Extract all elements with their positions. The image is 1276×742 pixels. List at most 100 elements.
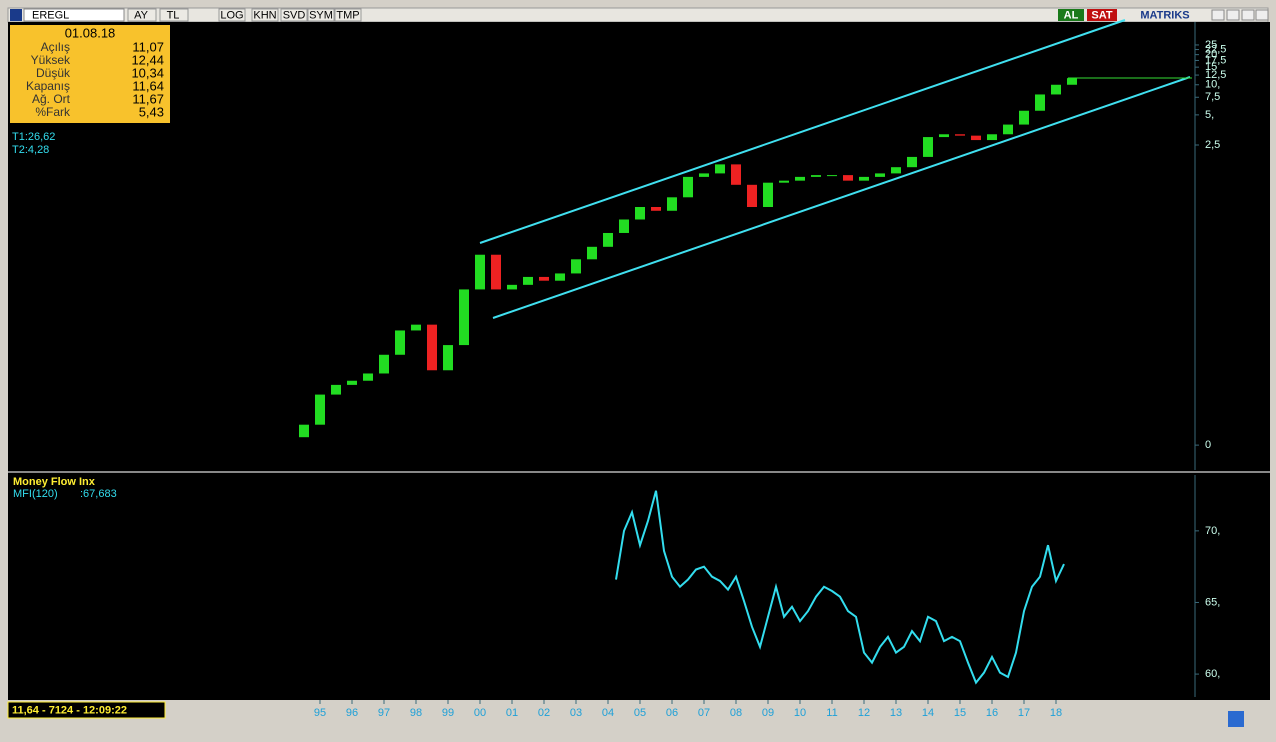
info-value: 11,64	[132, 78, 164, 93]
y-tick-label: 25	[1205, 39, 1217, 51]
sell-label: SAT	[1091, 9, 1112, 21]
toolbar-button[interactable]	[159, 8, 189, 22]
candle	[507, 284, 517, 290]
sell-button[interactable]	[1087, 9, 1117, 21]
x-tick-label: 96	[346, 707, 358, 719]
toolbar-button[interactable]	[251, 8, 279, 22]
candle	[971, 135, 981, 141]
x-tick-label: 05	[634, 707, 646, 719]
candle	[603, 232, 613, 247]
buy-button[interactable]	[1058, 9, 1084, 21]
candle	[891, 167, 901, 174]
buy-label: AL	[1064, 9, 1079, 21]
symbol: EREGL	[32, 9, 69, 21]
y-tick-label: 0	[1205, 439, 1211, 451]
x-tick-label: 15	[954, 707, 966, 719]
x-tick-label: 00	[474, 707, 486, 719]
x-tick-label: 12	[858, 707, 870, 719]
refresh-button[interactable]	[1228, 711, 1244, 727]
x-tick-label: 98	[410, 707, 422, 719]
candle	[907, 156, 917, 168]
candle	[843, 175, 853, 181]
candle	[859, 176, 869, 181]
candle	[1067, 78, 1077, 85]
y-tick-label: 60,	[1205, 668, 1220, 680]
info-label: Açılış	[41, 40, 70, 54]
info-value: 12,44	[131, 52, 164, 67]
candle	[587, 246, 597, 260]
candle	[635, 206, 645, 220]
x-tick-label: 16	[986, 707, 998, 719]
y-tick-label: 15	[1205, 61, 1217, 73]
y-tick-label: 2,5	[1205, 139, 1220, 151]
logo	[10, 9, 22, 21]
candle	[331, 384, 341, 395]
status: 11,64 - 7124 - 12:09:22	[12, 704, 127, 716]
candle	[795, 176, 805, 181]
candle	[347, 380, 357, 385]
info-label: Kapanış	[26, 79, 70, 93]
x-tick-label: 95	[314, 707, 326, 719]
candle	[955, 134, 965, 136]
info-rows: Açılış 11,07 Yüksek 12,44 Düşük 10,34 Kapanış 1…	[26, 39, 164, 119]
candle	[923, 137, 933, 157]
indicator-name: MFI(120)	[13, 488, 58, 500]
info-label: Düşük	[36, 66, 71, 80]
channel-lower[interactable]	[492, 76, 1191, 319]
restore[interactable]	[1241, 9, 1255, 21]
toolbar-button-label: TL	[167, 9, 180, 21]
toolbar-button-label: AY	[134, 9, 149, 21]
candle	[683, 176, 693, 198]
candle	[363, 373, 373, 381]
candle	[731, 164, 741, 185]
candle	[715, 164, 725, 174]
y-tick-label: 7,5	[1205, 91, 1220, 103]
channel-upper[interactable]	[479, 19, 1126, 244]
toolbar-button-label: LOG	[220, 9, 243, 21]
toolbar-button[interactable]	[307, 8, 335, 22]
toolbar-button-label: SVD	[283, 9, 306, 21]
y-tick-label: 17,5	[1205, 54, 1226, 66]
y-tick-label: 12,5	[1205, 69, 1226, 81]
x-tick-label: 13	[890, 707, 902, 719]
candle	[779, 180, 789, 183]
toolbar-button[interactable]	[280, 8, 308, 22]
y-tick-label: 22,5	[1205, 43, 1226, 55]
candle	[1019, 110, 1029, 125]
maximize[interactable]	[1226, 9, 1240, 21]
candle	[619, 219, 629, 233]
info-date: 01.08.18	[65, 25, 116, 40]
info-value: 5,43	[139, 104, 164, 119]
toolbar-button[interactable]	[334, 8, 362, 22]
y-tick-label: 65,	[1205, 596, 1220, 608]
candle	[763, 182, 773, 207]
toolbar-button-label: TMP	[336, 9, 359, 21]
y-tick-label: 10,	[1205, 79, 1220, 91]
toolbar-button[interactable]	[218, 8, 246, 22]
symbol-box[interactable]	[23, 8, 125, 22]
trend-label: T1:26,62	[12, 131, 55, 143]
x-tick-label: 18	[1050, 707, 1062, 719]
status-box	[7, 701, 166, 719]
candle	[1035, 94, 1045, 111]
info-label: Ağ. Ort	[32, 92, 71, 106]
close[interactable]	[1255, 9, 1269, 21]
minimize[interactable]	[1211, 9, 1225, 21]
toolbar-button-label: KHN	[253, 9, 276, 21]
candle	[411, 324, 421, 331]
info-label: Yüksek	[31, 53, 71, 67]
x-tick-label: 11	[826, 707, 837, 719]
brand: MATRIKS	[1140, 9, 1189, 21]
candle	[379, 354, 389, 374]
toolbar-button[interactable]	[127, 8, 157, 22]
candle	[395, 330, 405, 355]
info-value: 11,07	[132, 39, 164, 54]
x-tick-label: 08	[730, 707, 742, 719]
candle	[571, 259, 581, 274]
candle	[987, 134, 997, 141]
x-tick-label: 09	[762, 707, 774, 719]
x-tick-label: 02	[538, 707, 550, 719]
candle	[299, 424, 309, 438]
